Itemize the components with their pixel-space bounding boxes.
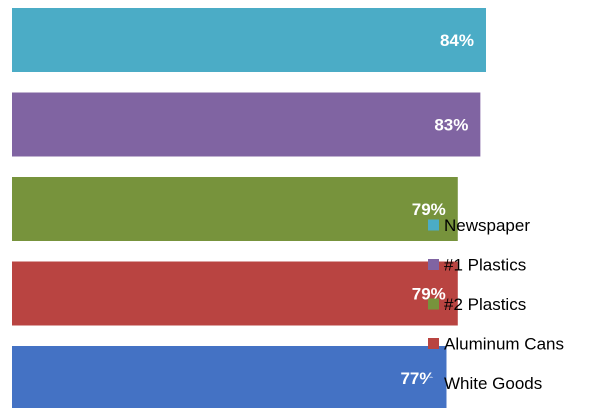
legend-swatch-aluminum-cans [428, 338, 439, 349]
bar-aluminum-cans [12, 261, 458, 326]
legend: Newspaper #1 Plastics #2 Plastics Aluminum … [428, 216, 564, 393]
legend-swatch-white-goods [428, 377, 439, 389]
bar-2-plastics [12, 177, 458, 241]
data-label-white-goods: 77% [400, 369, 434, 388]
legend-label-aluminum-cans: Aluminum Cans [444, 335, 564, 354]
legend-swatch-2-plastics [428, 298, 439, 310]
legend-swatch-newspaper [428, 219, 439, 231]
bars-group: 84%83%79%79%77% [12, 8, 486, 408]
bar-white-goods [12, 346, 447, 408]
legend-swatch-1-plastics [428, 259, 439, 270]
legend-label-2-plastics: #2 Plastics [444, 295, 526, 314]
legend-label-1-plastics: #1 Plastics [444, 256, 526, 275]
legend-label-newspaper: Newspaper [444, 216, 530, 235]
data-label-2-plastics: 79% [412, 200, 446, 219]
data-label-newspaper: 84% [440, 31, 474, 50]
bar-1-plastics [12, 92, 481, 157]
data-label-1-plastics: 83% [434, 116, 468, 135]
legend-label-white-goods: White Goods [444, 374, 542, 393]
bar-newspaper [12, 8, 486, 72]
